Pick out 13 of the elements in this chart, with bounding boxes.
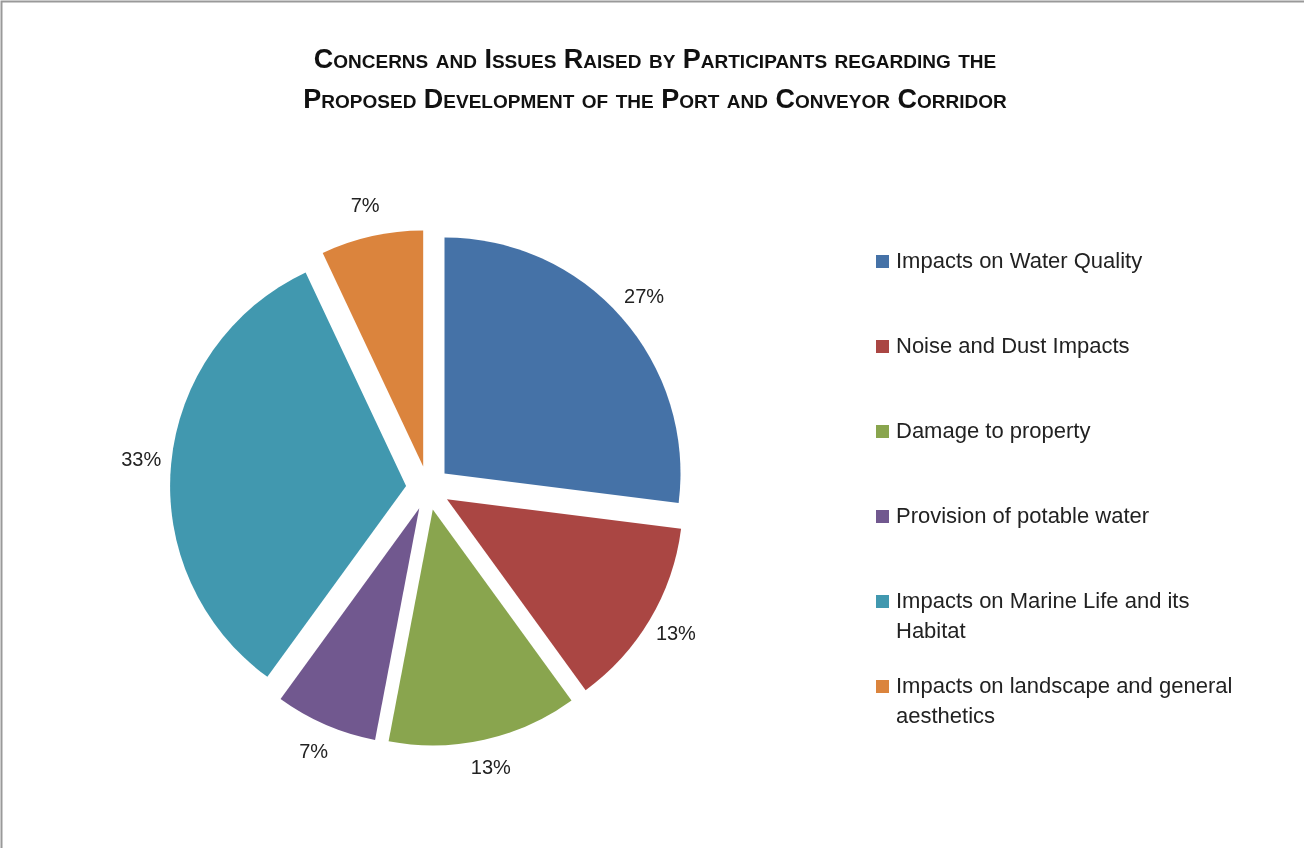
- legend-label: Impacts on landscape and general aesthetics: [896, 672, 1233, 728]
- data-label: 33%: [121, 448, 162, 471]
- legend-label: Impacts on Marine Life and its Habitat: [896, 587, 1190, 643]
- legend-label: Noise and Dust Impacts: [896, 332, 1130, 358]
- data-label: 27%: [624, 284, 665, 307]
- data-label: 7%: [299, 739, 329, 762]
- data-label: 7%: [350, 194, 380, 217]
- data-label: 13%: [470, 756, 512, 779]
- chart-title: Concerns and Issues Raised by Participants regarding the Proposed Development of the Port and Conveyor Corridor: [303, 44, 1007, 114]
- data-label: 13%: [655, 621, 697, 644]
- legend-label: Damage to property: [896, 417, 1091, 443]
- legend-label: Impacts on Water Quality: [896, 247, 1143, 273]
- legend-label: Provision of potable water: [896, 502, 1150, 528]
